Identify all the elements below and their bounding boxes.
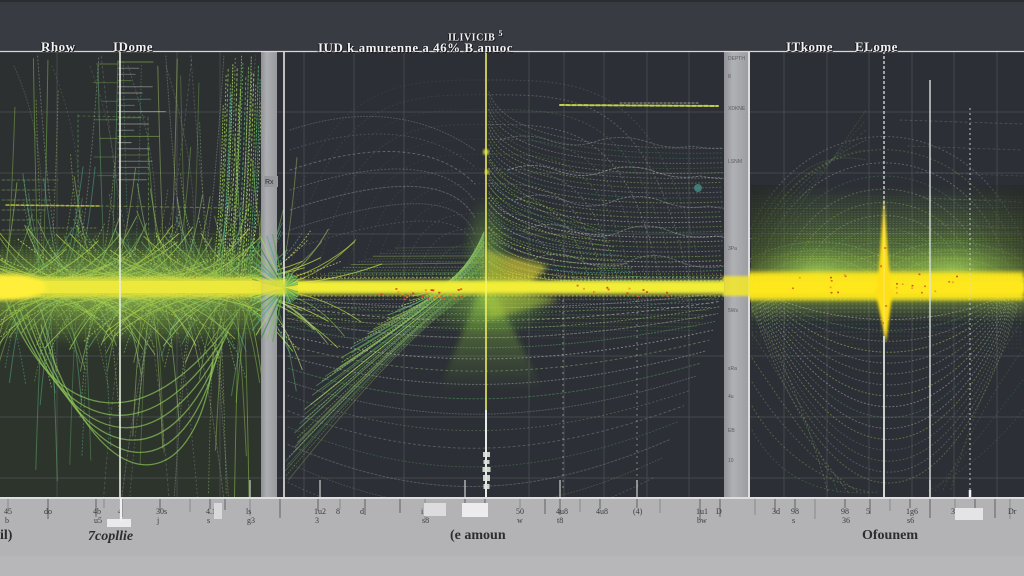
svg-text:3d: 3d xyxy=(772,507,780,516)
svg-text:s8: s8 xyxy=(422,516,429,525)
svg-text:3: 3 xyxy=(315,516,319,525)
svg-text:do: do xyxy=(44,507,52,516)
svg-text:D: D xyxy=(716,507,722,516)
svg-text:50: 50 xyxy=(516,507,524,516)
svg-text:5: 5 xyxy=(866,507,870,516)
svg-text:s: s xyxy=(207,516,210,525)
svg-text:g3: g3 xyxy=(247,516,255,525)
svg-text:5Ws: 5Ws xyxy=(728,308,739,314)
svg-text:s6: s6 xyxy=(907,516,914,525)
svg-text:36: 36 xyxy=(842,516,850,525)
svg-text:LSNM: LSNM xyxy=(728,159,742,165)
svg-text:DEPTH: DEPTH xyxy=(728,56,745,62)
svg-text:EB: EB xyxy=(728,428,735,434)
svg-text:8: 8 xyxy=(728,74,731,80)
svg-text:j: j xyxy=(156,516,159,525)
svg-text:u5: u5 xyxy=(94,516,102,525)
svg-text:8: 8 xyxy=(336,507,340,516)
svg-text:45: 45 xyxy=(4,507,12,516)
svg-text:98: 98 xyxy=(791,507,799,516)
svg-text:1u2: 1u2 xyxy=(314,507,326,516)
svg-text:b: b xyxy=(5,516,9,525)
svg-text:Dr: Dr xyxy=(1008,507,1017,516)
svg-text:1u1: 1u1 xyxy=(696,507,708,516)
svg-text:98: 98 xyxy=(841,507,849,516)
svg-text:3Pa: 3Pa xyxy=(728,246,737,252)
svg-text:30s: 30s xyxy=(156,507,167,516)
svg-text:ls: ls xyxy=(246,507,251,516)
svg-text:4u: 4u xyxy=(728,394,734,400)
svg-text:Rx: Rx xyxy=(265,179,274,186)
svg-text:d: d xyxy=(360,507,364,516)
svg-text:1g6: 1g6 xyxy=(906,507,918,516)
svg-text:XDKNE: XDKNE xyxy=(728,106,746,112)
svg-text:s: s xyxy=(792,516,795,525)
svg-text:4u8: 4u8 xyxy=(556,507,568,516)
svg-text:w: w xyxy=(517,516,523,525)
svg-text:4b: 4b xyxy=(93,507,101,516)
svg-text:10: 10 xyxy=(728,458,734,464)
svg-text:4.1: 4.1 xyxy=(206,507,216,516)
svg-text:(4): (4) xyxy=(633,507,643,516)
svg-text:4u8: 4u8 xyxy=(596,507,608,516)
svg-text:sRa: sRa xyxy=(728,366,737,372)
svg-text:bw: bw xyxy=(697,516,707,525)
svg-text:t8: t8 xyxy=(557,516,563,525)
